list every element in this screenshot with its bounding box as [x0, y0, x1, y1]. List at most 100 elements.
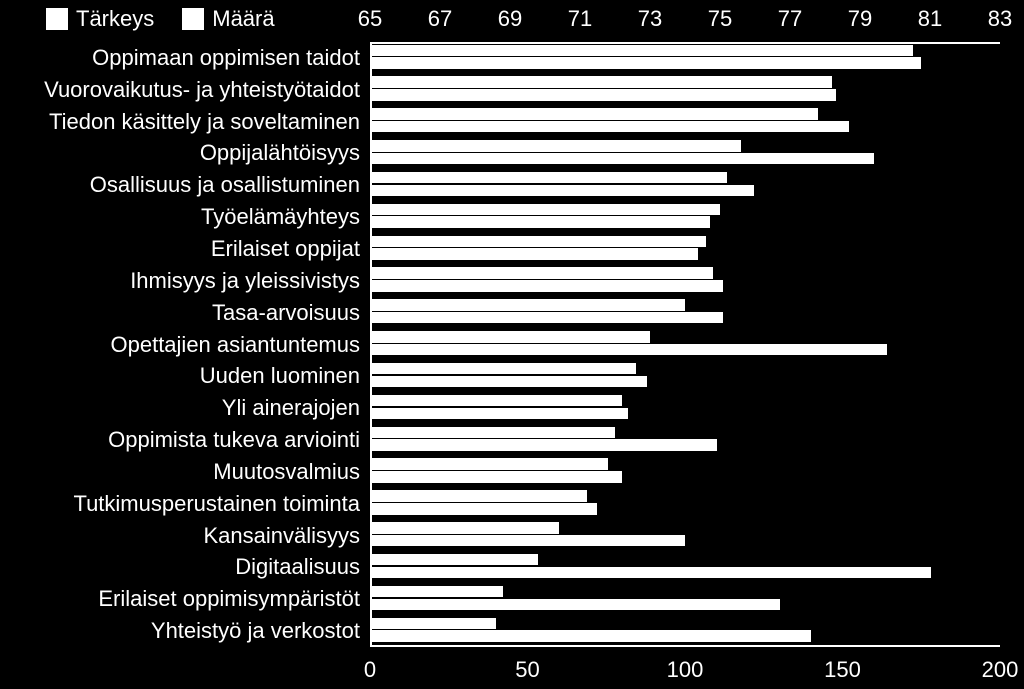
bar-määrä	[370, 248, 698, 259]
y-axis-label: Oppimaan oppimisen taidot	[92, 47, 360, 69]
y-axis-label: Uuden luominen	[200, 365, 360, 387]
legend: Tärkeys Määrä	[46, 6, 275, 32]
bar-tärkeys	[370, 490, 587, 501]
bar-row	[370, 360, 1000, 392]
bar-määrä	[370, 630, 811, 641]
y-axis-label: Yhteistyö ja verkostot	[151, 620, 360, 642]
bar-määrä	[370, 153, 874, 164]
y-axis-label: Tiedon käsittely ja soveltaminen	[49, 111, 360, 133]
bar-tärkeys	[370, 554, 538, 565]
legend-swatch-icon	[46, 8, 68, 30]
bar-määrä	[370, 503, 597, 514]
bar-row	[370, 233, 1000, 265]
bar-määrä	[370, 216, 710, 227]
y-axis-label: Osallisuus ja osallistuminen	[90, 174, 360, 196]
bar-row	[370, 42, 1000, 74]
legend-item-maara: Määrä	[182, 6, 274, 32]
bar-tärkeys	[370, 299, 685, 310]
x-tick-top: 65	[358, 6, 382, 32]
y-axis-label: Tutkimusperustainen toiminta	[73, 493, 360, 515]
bar-määrä	[370, 89, 836, 100]
bar-row	[370, 456, 1000, 488]
x-tick-top: 71	[568, 6, 592, 32]
bar-row	[370, 583, 1000, 615]
bar-määrä	[370, 567, 931, 578]
legend-label: Määrä	[212, 6, 274, 32]
y-axis-label: Erilaiset oppimisympäristöt	[98, 588, 360, 610]
bar-tärkeys	[370, 236, 706, 247]
y-axis-label: Oppimista tukeva arviointi	[108, 429, 360, 451]
bar-row	[370, 520, 1000, 552]
y-axis-label: Vuorovaikutus- ja yhteistyötaidot	[44, 79, 360, 101]
bar-määrä	[370, 535, 685, 546]
bar-row	[370, 106, 1000, 138]
bar-row	[370, 74, 1000, 106]
y-axis-labels: Oppimaan oppimisen taidot Vuorovaikutus- …	[0, 42, 360, 647]
bar-määrä	[370, 312, 723, 323]
bar-row	[370, 551, 1000, 583]
y-axis-label: Ihmisyys ja yleissivistys	[130, 270, 360, 292]
bar-määrä	[370, 599, 780, 610]
bar-row	[370, 392, 1000, 424]
bar-row	[370, 138, 1000, 170]
y-axis-label: Opettajien asiantuntemus	[111, 334, 361, 356]
x-tick-top: 81	[918, 6, 942, 32]
plot-area	[370, 42, 1000, 647]
bar-row	[370, 265, 1000, 297]
x-tick-bottom: 50	[515, 657, 539, 683]
x-tick-top: 73	[638, 6, 662, 32]
bar-määrä	[370, 185, 754, 196]
bar-tärkeys	[370, 204, 720, 215]
y-axis-label: Digitaalisuus	[235, 556, 360, 578]
chart-root: Tärkeys Määrä 65 67 69 71 73 75 77 79 81 83 Oppim…	[0, 0, 1024, 689]
bar-rows	[370, 42, 1000, 647]
y-axis-label: Työelämäyhteys	[201, 206, 360, 228]
bar-row	[370, 488, 1000, 520]
bar-row	[370, 329, 1000, 361]
x-tick-top: 83	[988, 6, 1012, 32]
y-axis-label: Muutosvalmius	[213, 461, 360, 483]
legend-swatch-icon	[182, 8, 204, 30]
bar-määrä	[370, 439, 717, 450]
y-axis-label: Tasa-arvoisuus	[212, 302, 360, 324]
legend-label: Tärkeys	[76, 6, 154, 32]
bar-tärkeys	[370, 395, 622, 406]
bar-tärkeys	[370, 45, 913, 56]
bar-määrä	[370, 408, 628, 419]
x-tick-top: 67	[428, 6, 452, 32]
bar-row	[370, 615, 1000, 647]
bar-tärkeys	[370, 267, 713, 278]
y-axis-label: Kansainvälisyys	[203, 525, 360, 547]
bar-määrä	[370, 376, 647, 387]
x-tick-top: 79	[848, 6, 872, 32]
y-axis-label: Erilaiset oppijat	[211, 238, 360, 260]
bar-tärkeys	[370, 76, 832, 87]
bar-tärkeys	[370, 140, 741, 151]
bar-row	[370, 169, 1000, 201]
y-axis-label: Oppijalähtöisyys	[200, 142, 360, 164]
x-tick-top: 69	[498, 6, 522, 32]
bar-tärkeys	[370, 427, 615, 438]
legend-item-tarkeys: Tärkeys	[46, 6, 154, 32]
bar-tärkeys	[370, 618, 496, 629]
bar-tärkeys	[370, 586, 503, 597]
x-tick-bottom: 100	[667, 657, 704, 683]
bar-määrä	[370, 121, 849, 132]
bar-row	[370, 297, 1000, 329]
x-axis-top: 65676971737577798183	[370, 6, 1000, 38]
bar-tärkeys	[370, 522, 559, 533]
bar-määrä	[370, 57, 921, 68]
x-tick-bottom: 200	[982, 657, 1019, 683]
bar-tärkeys	[370, 331, 650, 342]
x-tick-top: 75	[708, 6, 732, 32]
bar-määrä	[370, 280, 723, 291]
bar-tärkeys	[370, 458, 608, 469]
bar-tärkeys	[370, 172, 727, 183]
bar-row	[370, 424, 1000, 456]
bar-määrä	[370, 344, 887, 355]
bar-row	[370, 201, 1000, 233]
x-tick-top: 77	[778, 6, 802, 32]
bar-määrä	[370, 471, 622, 482]
x-tick-bottom: 150	[824, 657, 861, 683]
bar-tärkeys	[370, 108, 818, 119]
